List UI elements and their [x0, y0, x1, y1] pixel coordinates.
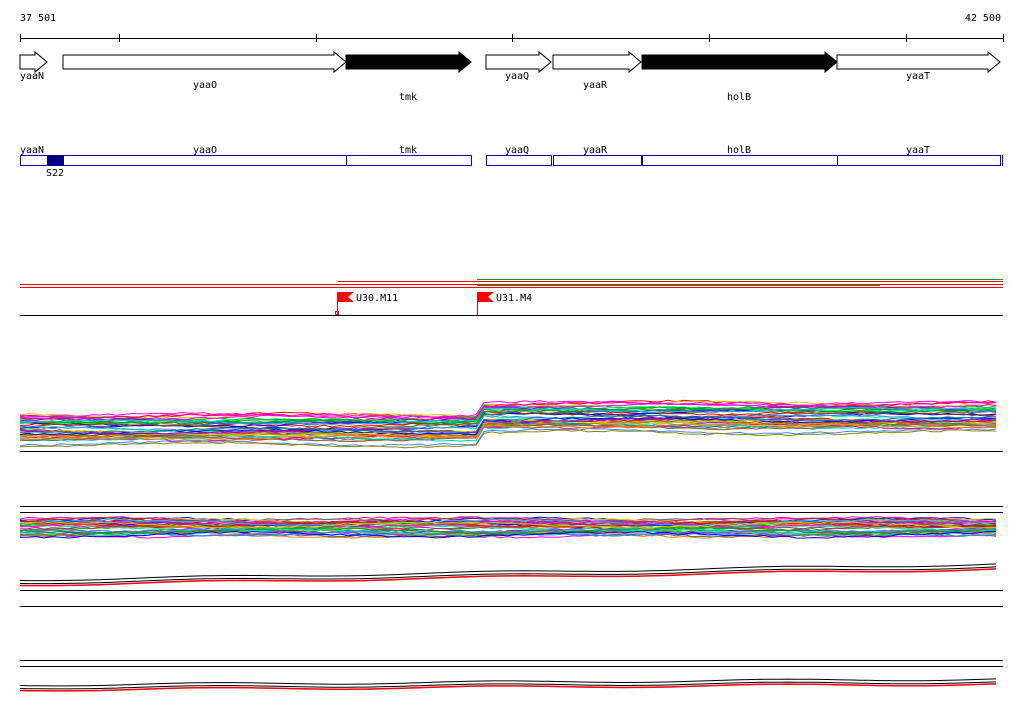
gene-label-yaaT: yaaT — [906, 71, 930, 82]
segment-label-holB: holB — [727, 145, 751, 156]
profile-line — [19, 681, 997, 690]
gene-arrow-holB[interactable] — [641, 50, 838, 74]
gene-label-yaaR: yaaR — [583, 80, 608, 91]
profile-line — [19, 414, 997, 433]
profile-bundle-1 — [19, 399, 1003, 452]
profile-pair-2 — [19, 660, 1003, 692]
profile-line — [19, 422, 997, 442]
start-coordinate-label: 37 501 — [20, 13, 57, 24]
gene-arrow-yaaT[interactable] — [836, 50, 1001, 74]
profile-line — [19, 516, 997, 524]
annotation-segment-box[interactable] — [837, 155, 1001, 166]
marker-anchor-square — [335, 311, 339, 315]
profile-line — [19, 401, 997, 421]
marker-track: U30.M11 U31.M4 — [20, 279, 1003, 316]
profile-line — [19, 526, 997, 535]
profile-line — [19, 406, 997, 426]
profile-line — [19, 419, 997, 438]
profile-line — [19, 429, 997, 449]
profile-line — [19, 568, 997, 587]
profile-line — [19, 406, 997, 425]
gene-arrow-tmk[interactable] — [345, 50, 472, 74]
profile-line — [19, 518, 997, 527]
expression-profiles — [19, 399, 1003, 692]
segment-label-yaaN: yaaN — [20, 145, 44, 156]
segment-label-yaaT: yaaT — [906, 145, 930, 156]
gene-label-tmk: tmk — [399, 92, 417, 103]
gene-arrow-yaaO[interactable] — [62, 50, 347, 74]
profile-line — [19, 522, 997, 530]
profile-line — [19, 530, 997, 539]
profile-line — [19, 423, 997, 443]
coordinate-ruler — [20, 34, 1004, 42]
profile-line — [19, 530, 997, 539]
profile-line — [19, 414, 997, 434]
marker-label-u30-m11: U30.M11 — [356, 293, 398, 304]
segment-label-yaaR: yaaR — [583, 145, 608, 156]
profile-line — [19, 406, 997, 426]
segment-label-yaaQ: yaaQ — [505, 145, 529, 156]
gene-arrow-yaaQ[interactable] — [485, 50, 552, 74]
profile-line — [19, 683, 997, 692]
profile-line — [19, 563, 997, 582]
annotation-segment-box[interactable] — [346, 155, 472, 166]
profile-line — [19, 427, 997, 447]
segment-label-yaaO: yaaO — [193, 145, 217, 156]
profile-bundle-2 — [19, 516, 997, 539]
profile-pair-1 — [19, 563, 1003, 607]
gene-label-holB: holB — [727, 92, 751, 103]
annotation-track: yaaN yaaO tmk yaaQ yaaR holB yaaT S22 — [20, 145, 1003, 179]
gene-label-yaaO: yaaO — [193, 80, 217, 91]
marker-flag-icon[interactable] — [338, 292, 354, 302]
annotation-segment-box[interactable] — [486, 155, 552, 166]
profile-line — [19, 521, 997, 529]
gene-track: yaaN yaaO tmk yaaQ yaaR holB yaaT — [19, 50, 1001, 103]
feature-label-s22: S22 — [46, 168, 64, 179]
feature-block-s22[interactable] — [47, 155, 64, 166]
profile-line — [19, 678, 997, 687]
annotation-segment-box[interactable] — [553, 155, 642, 166]
profile-line — [20, 422, 997, 441]
annotation-segment-box[interactable] — [20, 155, 347, 166]
gene-label-yaaN: yaaN — [20, 71, 44, 82]
marker-label-u31-m4: U31.M4 — [496, 293, 532, 304]
gene-label-yaaQ: yaaQ — [505, 71, 529, 82]
end-coordinate-label: 42 500 — [964, 13, 1001, 24]
profile-line — [19, 411, 997, 430]
segment-label-tmk: tmk — [399, 145, 417, 156]
profile-line — [19, 519, 997, 528]
profile-line — [19, 566, 997, 585]
annotation-segment-box[interactable] — [642, 155, 838, 166]
marker-flag-icon[interactable] — [478, 292, 494, 302]
gene-arrow-yaaR[interactable] — [552, 50, 642, 74]
profile-line — [19, 400, 997, 419]
gene-arrow-yaaN[interactable] — [19, 50, 48, 74]
